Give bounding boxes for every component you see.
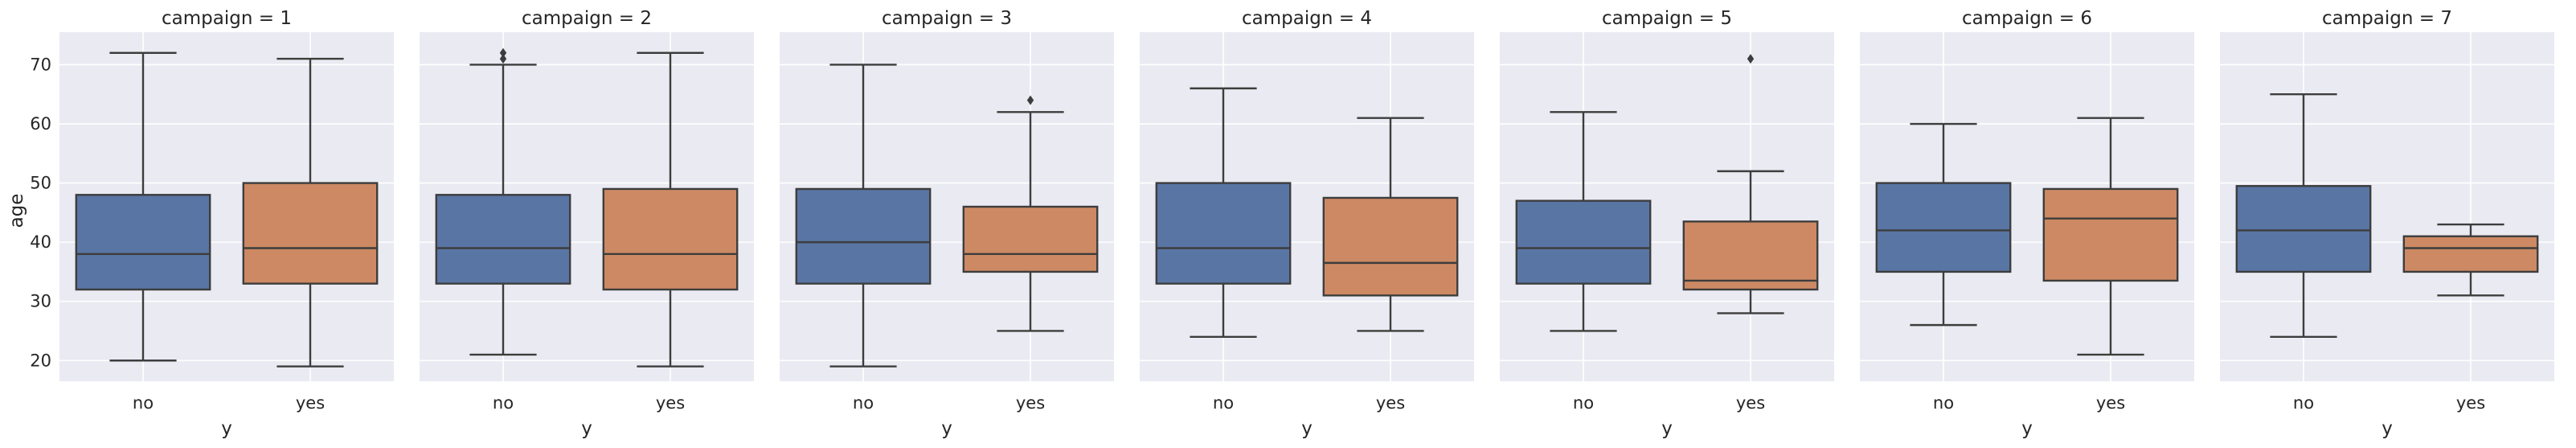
x-axis-label: y [2381,418,2393,439]
box-no [2235,93,2372,339]
x-tick-label: yes [656,393,685,413]
outlier-point [1026,95,1034,105]
outlier-point [1747,54,1755,64]
panel-title: campaign = 7 [2322,8,2452,29]
box-no [1515,111,1652,332]
panel-title: campaign = 1 [162,8,292,29]
x-axis-label: y [1301,418,1313,439]
box-no [435,47,571,356]
box-iqr [1875,182,2012,273]
x-tick-label: no [1213,393,1234,413]
panel-title: campaign = 3 [882,8,1012,29]
box-iqr [242,182,379,285]
box-yes [2402,223,2539,297]
panel-2: campaign = 2 no yes y [420,8,754,439]
x-axis-label: y [941,418,952,439]
x-axis-label: y [2021,418,2033,439]
box-no [1875,122,2012,327]
outlier-point [499,54,507,64]
box-yes [1682,54,1819,314]
y-tick-label: 30 [30,292,51,311]
box-iqr [1155,182,1292,285]
box-iqr [962,205,1099,273]
panel-7: campaign = 7 no yes y [2220,8,2554,439]
panel-4: campaign = 4 no yes y [1140,8,1474,439]
x-axis-label: y [1661,418,1673,439]
panel-title: campaign = 4 [1242,8,1372,29]
box-yes [602,51,739,368]
box-no [75,51,211,362]
box-iqr [2402,235,2539,273]
box-yes [1322,117,1459,332]
box-yes [962,95,1099,332]
panel-title: campaign = 5 [1602,8,1732,29]
panel-3: campaign = 3 no yes y [780,8,1114,439]
y-tick-label: 70 [30,55,51,74]
x-tick-label: no [1573,393,1594,413]
box-no [795,64,932,368]
box-iqr [1682,220,1819,291]
x-axis-label: y [581,418,592,439]
x-tick-label: yes [1736,393,1765,413]
y-tick-label: 60 [30,114,51,134]
box-iqr [1322,196,1459,297]
x-tick-label: no [493,393,514,413]
panel-1: campaign = 1 20 30 40 50 60 70 no yes y [30,8,394,439]
box-iqr [2235,185,2372,273]
box-iqr [2042,187,2179,282]
x-tick-label: yes [1376,393,1405,413]
x-tick-label: no [133,393,154,413]
box-iqr [435,194,571,285]
x-axis-label: y [221,418,232,439]
box-yes [242,57,379,368]
panel-6: campaign = 6 no yes y [1860,8,2194,439]
box-iqr [795,187,932,285]
x-tick-label: no [1933,393,1954,413]
x-tick-label: no [853,393,874,413]
panel-title: campaign = 6 [1962,8,2092,29]
x-tick-label: no [2293,393,2314,413]
y-tick-label: 20 [30,351,51,370]
y-axis-label: age [6,194,27,228]
y-tick-label: 50 [30,174,51,193]
box-iqr [1515,199,1652,285]
box-iqr [75,194,211,291]
panel-title: campaign = 2 [522,8,652,29]
panel-5: campaign = 5 no yes y [1500,8,1834,439]
box-yes [2042,117,2179,356]
x-tick-label: yes [2456,393,2485,413]
outlier-point [499,47,507,58]
x-tick-label: yes [1016,393,1045,413]
box-no [1155,87,1292,339]
box-iqr [602,187,739,291]
y-tick-label: 40 [30,232,51,252]
x-tick-label: yes [296,393,325,413]
x-tick-label: yes [2096,393,2125,413]
